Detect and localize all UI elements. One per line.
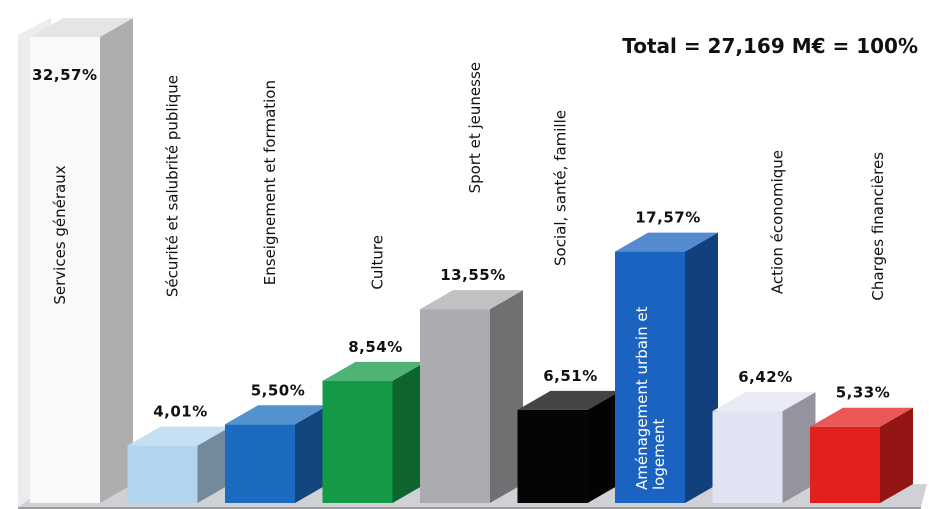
bar-front (225, 424, 295, 503)
value-label: 5,33% (836, 384, 891, 402)
bar-1 (30, 18, 133, 503)
value-label: 4,01% (153, 403, 208, 421)
category-label: Sécurité et salubrité publique (164, 75, 182, 297)
category-label: Charges financières (869, 152, 887, 301)
bar-side (685, 232, 718, 503)
bar-front (420, 309, 490, 503)
floor-edge (18, 507, 921, 509)
value-label: 17,57% (635, 209, 700, 227)
category-label: Enseignement et formation (261, 80, 279, 285)
bar-side (880, 407, 913, 503)
bar-front (322, 380, 393, 503)
bar-top (810, 407, 913, 427)
category-label: Social, santé, famille (552, 110, 570, 266)
bar-4 (322, 361, 426, 503)
bar-top (420, 290, 523, 310)
category-label-line2: logement (650, 419, 668, 490)
bar-front (517, 409, 588, 503)
chart-title: Total = 27,169 M€ = 100% (622, 34, 918, 58)
bar-side (295, 405, 328, 503)
bar-5 (420, 290, 523, 503)
bar-front (30, 37, 100, 503)
bar-side (587, 390, 621, 503)
category-label: Services généraux (51, 165, 69, 304)
bar-6 (517, 390, 621, 503)
category-label: Aménagement urbain et (633, 306, 651, 490)
value-label: 6,51% (543, 367, 598, 385)
bar-side (782, 392, 816, 503)
bar-7 (615, 232, 718, 503)
bar-8 (712, 392, 816, 503)
bar-front (810, 426, 880, 503)
value-label: 6,42% (738, 368, 793, 386)
bar-top (127, 426, 231, 446)
category-label-group: Aménagement urbain et logement (633, 306, 668, 490)
value-label: 5,50% (251, 381, 306, 399)
bar-top (225, 405, 328, 425)
category-label: Culture (369, 235, 387, 290)
bar-top (30, 18, 133, 37)
category-label: Sport et jeunesse (466, 62, 484, 193)
bar-side (490, 290, 523, 503)
category-label: Action économique (769, 150, 787, 294)
bar-3 (225, 405, 328, 503)
bar-9 (810, 407, 913, 503)
bar-front (615, 251, 685, 503)
value-label: 32,57% (32, 66, 97, 84)
bar-2 (127, 426, 231, 503)
labels-group: 32,57% Services généraux 4,01% Sécurité et … (32, 62, 890, 490)
bars-group (30, 18, 913, 503)
bar-top (322, 361, 426, 381)
value-label: 13,55% (440, 266, 505, 284)
bar-top (615, 232, 718, 252)
value-label: 8,54% (348, 338, 403, 356)
bar-top (712, 392, 816, 412)
bar-side (100, 18, 133, 503)
bar-front (712, 411, 783, 503)
bar-front (127, 445, 198, 503)
bar-side (197, 426, 231, 503)
bar-top (517, 390, 621, 410)
bar-side (392, 361, 426, 503)
